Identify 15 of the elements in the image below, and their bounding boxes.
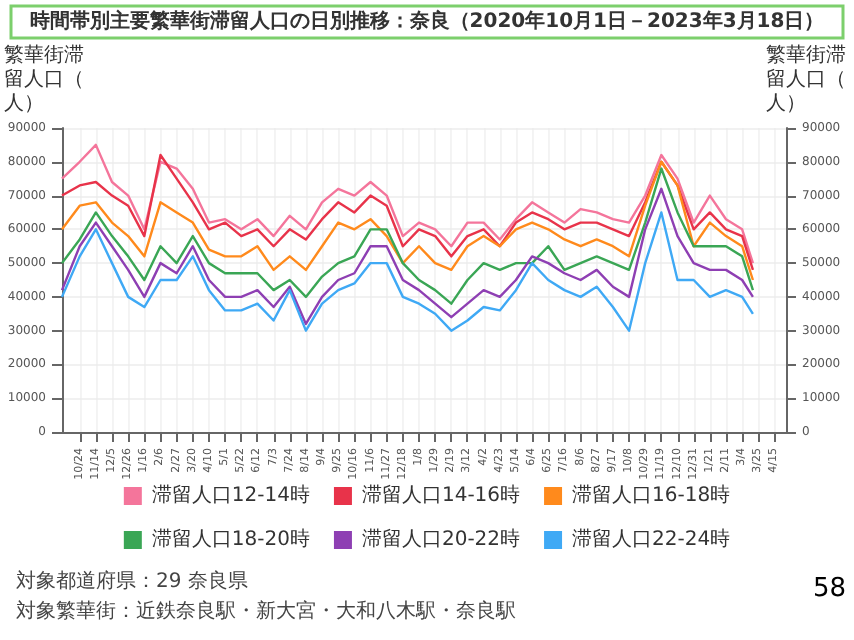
chart-title: 時間帯別主要繁華街滞留人口の日別推移：奈良（2020年10月1日－2023年3月18日）: [29, 9, 825, 33]
text: 対象都道府県：29 奈良県: [16, 569, 248, 593]
line-series: [60, 187, 755, 326]
legend-label: 滞留人口12-14時: [151, 483, 310, 507]
legend-label: 滞留人口14-16時: [361, 483, 521, 507]
legend-label: 滞留人口18-20時: [151, 527, 310, 551]
line-series: [60, 167, 755, 305]
text: 対象繁華街：近鉄奈良駅・新大宮・大和八木駅・奈良駅: [16, 599, 516, 623]
legend-label: 滞留人口16-18時: [572, 483, 731, 507]
text: 58: [812, 574, 847, 604]
y2-axis-title: 繁華街滞留人口（人）: [766, 43, 846, 115]
line-series: [60, 211, 755, 332]
legend-label: 滞留人口20-22時: [361, 527, 521, 551]
legend-label: 滞留人口22-24時: [572, 527, 731, 551]
y-axis-title: 繁華街滞留人口（人）: [4, 43, 84, 115]
